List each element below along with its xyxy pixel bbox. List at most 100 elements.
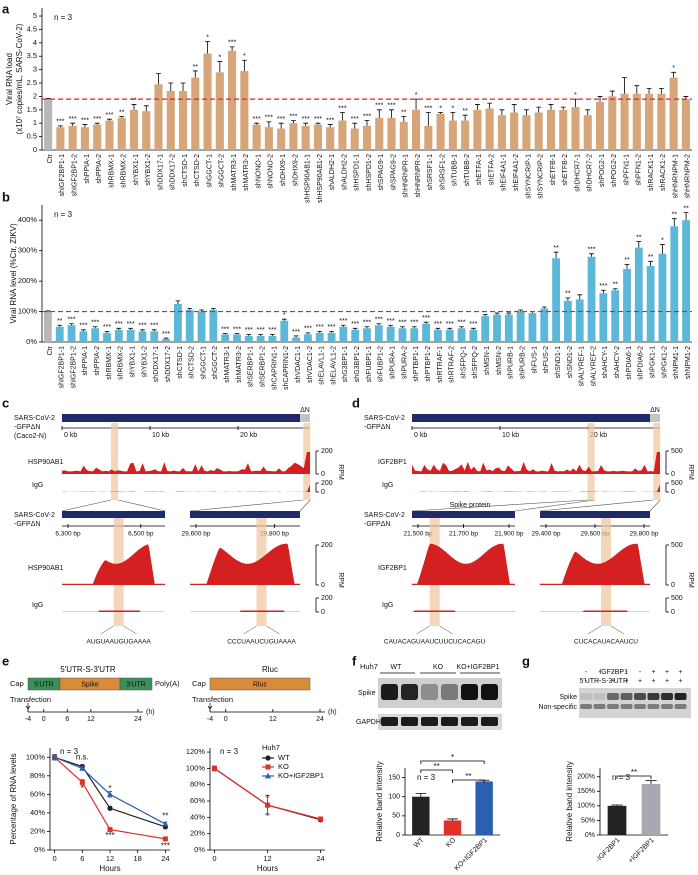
y-tick-label: 0.5 bbox=[27, 132, 37, 141]
sequence: AUGUAAUGUGAAAA bbox=[87, 639, 152, 646]
x-tick-label: shTUBB-1 bbox=[452, 154, 459, 186]
x-tick-label: shMATR3-2 bbox=[236, 346, 243, 383]
significance: *** bbox=[599, 283, 607, 290]
significance: *** bbox=[115, 321, 123, 328]
annotation: * bbox=[108, 784, 111, 793]
bar bbox=[564, 300, 572, 342]
line bbox=[54, 756, 166, 825]
x-tick-label: shGGCT-1 bbox=[200, 346, 207, 380]
significance: *** bbox=[245, 327, 253, 334]
error-bar bbox=[258, 333, 263, 336]
significance: ** bbox=[624, 257, 630, 264]
significance: ** bbox=[193, 64, 199, 71]
x-tick-label: shSFPQ-2 bbox=[472, 346, 479, 379]
error-bar bbox=[506, 312, 512, 315]
marker bbox=[265, 772, 271, 779]
x-tick-label: shIGF2BP1-1 bbox=[59, 154, 66, 197]
error-bar bbox=[565, 297, 571, 301]
error-bar bbox=[494, 312, 500, 315]
bar bbox=[93, 124, 102, 150]
annotation: ** bbox=[162, 812, 168, 821]
error-bar bbox=[229, 46, 235, 51]
significance: *** bbox=[150, 323, 158, 330]
error-bar bbox=[447, 818, 458, 821]
x-tick-label: shETFA-1 bbox=[476, 154, 483, 185]
x-tick-label: shYBX1-2 bbox=[141, 346, 148, 378]
error-bar bbox=[388, 324, 393, 327]
error-bar bbox=[518, 309, 523, 312]
label: + bbox=[665, 678, 669, 685]
bar bbox=[162, 338, 170, 342]
error-bar bbox=[459, 326, 464, 329]
x-tick-label: shCTSD-1 bbox=[182, 154, 189, 187]
significance: *** bbox=[469, 321, 477, 328]
genome bbox=[412, 511, 515, 518]
error-bar bbox=[585, 109, 591, 116]
x-tick-label: shFUBP1-2 bbox=[378, 346, 385, 382]
y-tick-label: 50 bbox=[392, 813, 400, 820]
band bbox=[421, 684, 438, 700]
band bbox=[593, 704, 606, 709]
label: 5′UTR bbox=[34, 681, 54, 688]
error-bar bbox=[281, 318, 287, 321]
band bbox=[461, 684, 478, 700]
y-tick-label: 4.5 bbox=[27, 24, 37, 33]
error-bar bbox=[601, 289, 606, 294]
significance: *** bbox=[93, 116, 101, 123]
significance: ** bbox=[119, 109, 125, 116]
error-bar bbox=[119, 116, 125, 118]
panel-label: d bbox=[352, 395, 360, 410]
band bbox=[441, 717, 458, 726]
bar bbox=[351, 329, 360, 342]
label: - bbox=[585, 669, 588, 676]
band bbox=[674, 704, 687, 709]
label: 6,500 bp bbox=[128, 531, 154, 538]
error-bar bbox=[192, 70, 198, 78]
y-tick-label: 0 bbox=[396, 832, 400, 839]
x-tick-label: shFUBP1-1 bbox=[366, 346, 373, 382]
label: 24 bbox=[316, 716, 324, 723]
marker bbox=[162, 820, 169, 827]
x-tick-label: shPURB-1 bbox=[508, 346, 515, 379]
significance: *** bbox=[327, 324, 335, 331]
label: Spike bbox=[81, 681, 99, 688]
bar bbox=[461, 120, 470, 150]
x-tick-label: shNONO-1 bbox=[255, 154, 262, 189]
significance: *** bbox=[289, 113, 297, 120]
error-bar bbox=[290, 120, 296, 124]
label: 29,600 bp bbox=[182, 531, 211, 538]
label: Transfection bbox=[192, 695, 233, 704]
y-tick-label: 100% bbox=[26, 752, 46, 761]
error-bar bbox=[205, 41, 210, 54]
bar bbox=[79, 331, 88, 342]
x-tick-label: shALYREF-2 bbox=[590, 346, 597, 386]
coverage bbox=[412, 484, 660, 492]
bar bbox=[657, 93, 666, 150]
bar bbox=[264, 127, 273, 150]
x-tick-label: shGGCT-2 bbox=[219, 154, 226, 188]
significance: ** bbox=[648, 254, 654, 261]
x-tick-label: shHSPD1-1 bbox=[354, 154, 361, 191]
x-tick-label: shNPM1-1 bbox=[673, 346, 680, 379]
error-bar bbox=[266, 121, 272, 128]
bar bbox=[457, 328, 466, 342]
error-bar bbox=[94, 122, 100, 125]
bar bbox=[599, 293, 608, 342]
x-tick-label: shALYREF-1 bbox=[579, 346, 586, 386]
x-tick-label: 24 bbox=[161, 854, 169, 863]
label: 200 bbox=[321, 542, 333, 549]
label: SARS-CoV-2 bbox=[364, 512, 405, 519]
label: 29,800 bp bbox=[630, 531, 659, 538]
label: SARS-CoV-2 bbox=[14, 415, 55, 422]
significance: * bbox=[661, 237, 664, 244]
label: -4 bbox=[25, 716, 31, 723]
y-tick-label: 20% bbox=[190, 829, 205, 838]
band bbox=[421, 717, 438, 726]
band bbox=[481, 717, 498, 726]
x-tick-label: shPPIA-2 bbox=[96, 154, 103, 184]
genome-deletion bbox=[300, 414, 310, 422]
bar bbox=[634, 247, 643, 342]
x-tick-label: shRBMX-1 bbox=[106, 346, 113, 380]
line bbox=[54, 756, 166, 828]
significance: *** bbox=[338, 105, 346, 112]
